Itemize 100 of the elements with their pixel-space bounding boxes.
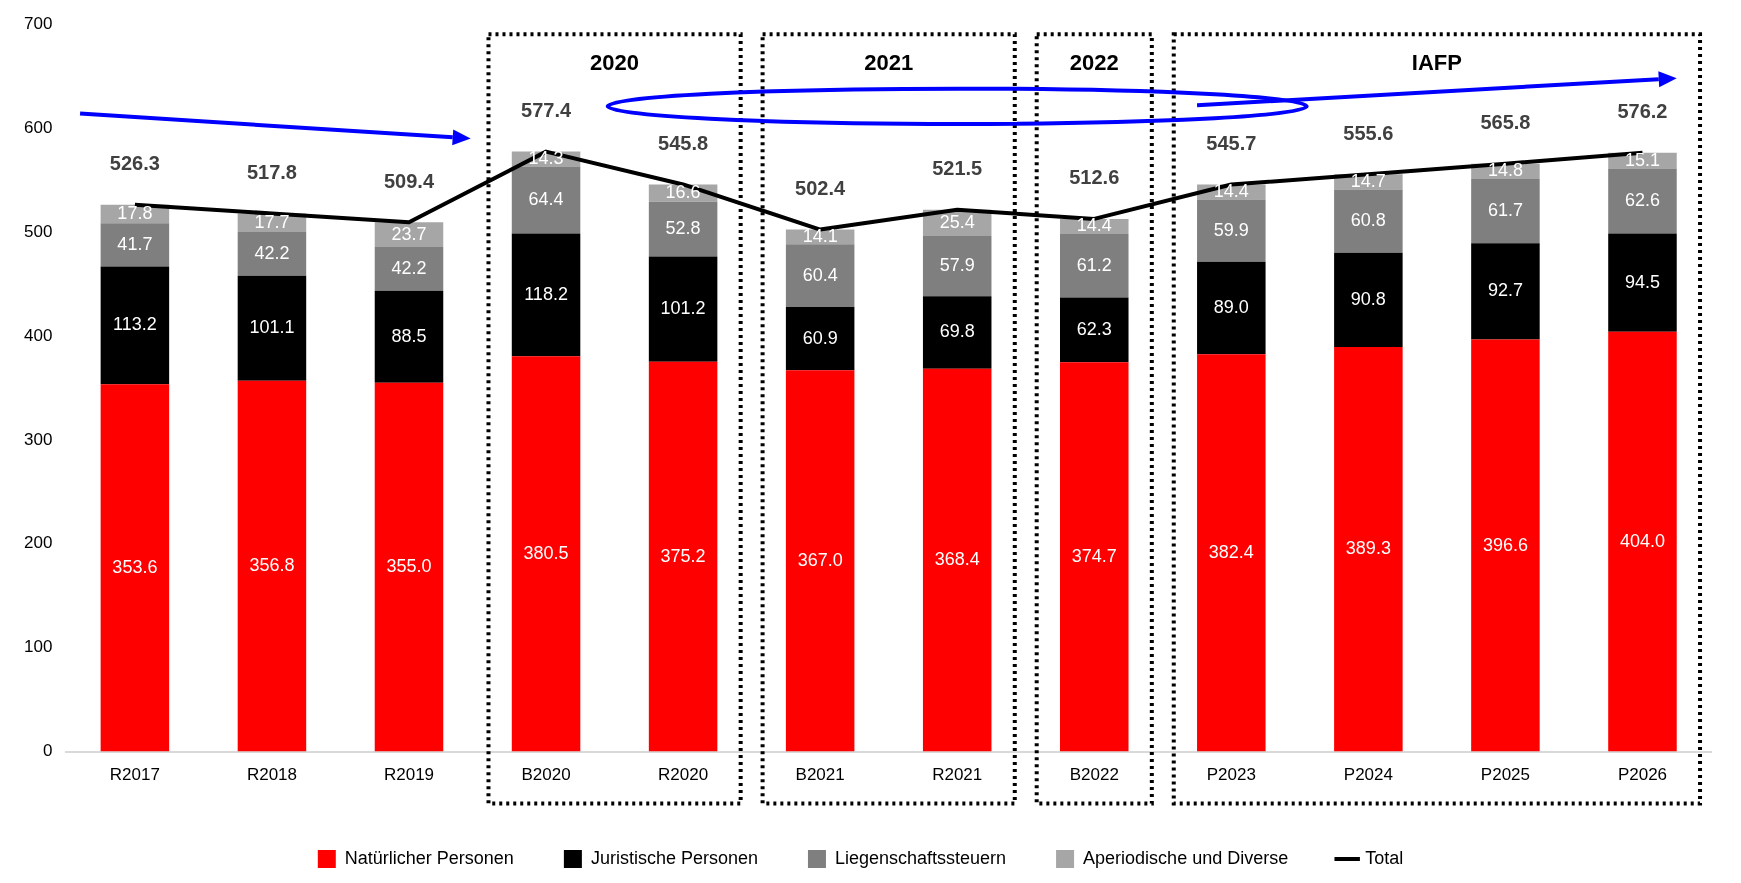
data-label: 92.7	[1487, 280, 1523, 301]
data-label: 101.2	[660, 298, 706, 319]
bar	[374, 246, 444, 291]
data-label: 57.9	[939, 255, 975, 276]
data-label: 502.4	[795, 177, 847, 200]
bar	[922, 236, 992, 297]
data-label: 382.4	[1208, 541, 1254, 562]
data-label: 62.3	[1076, 318, 1112, 339]
bar	[785, 370, 855, 752]
data-label: 64.4	[528, 188, 564, 209]
data-label: 517.8	[246, 161, 297, 184]
y-tick-label: 100	[23, 637, 53, 657]
bar	[1197, 354, 1266, 752]
annotation: 2020	[590, 50, 640, 76]
data-label: 555.6	[1343, 121, 1394, 144]
bar	[237, 231, 307, 276]
data-label: 577.4	[521, 99, 572, 122]
x-tick-label: R2020	[658, 765, 709, 785]
data-label: 367.0	[797, 549, 843, 570]
data-label: 356.8	[249, 555, 295, 576]
annotation: 2022	[1069, 50, 1119, 76]
data-label: 389.3	[1345, 538, 1391, 559]
data-label: 61.2	[1076, 254, 1112, 275]
data-label: 88.5	[391, 325, 427, 346]
y-tick-label: 700	[23, 13, 53, 33]
bar	[1334, 189, 1403, 253]
x-tick-label: R2018	[246, 765, 297, 785]
bar	[100, 384, 170, 752]
x-tick-label: R2019	[383, 765, 435, 785]
bar	[237, 380, 307, 752]
annotation: IAFP	[1411, 50, 1462, 76]
y-tick-label: 400	[23, 325, 53, 345]
bar	[511, 356, 581, 752]
x-tick-label: R2017	[109, 765, 160, 785]
legend-label: Juristische Personen	[590, 847, 758, 868]
data-label: 60.8	[1350, 210, 1386, 231]
bar	[648, 361, 718, 752]
bar	[1471, 243, 1540, 340]
data-label: 42.2	[391, 257, 427, 278]
data-label: 404.0	[1619, 530, 1665, 551]
bar	[100, 223, 170, 267]
data-label: 62.6	[1624, 190, 1660, 211]
bar	[922, 296, 992, 369]
data-label: 101.1	[249, 317, 295, 338]
bar	[1197, 261, 1266, 355]
data-label: 353.6	[112, 556, 158, 577]
annotation: 2021	[864, 50, 914, 76]
data-label: 16.6	[665, 182, 701, 203]
data-label: 380.5	[523, 542, 569, 563]
x-tick-label: B2022	[1069, 765, 1119, 785]
bar	[1471, 179, 1540, 244]
data-label: 375.2	[660, 545, 706, 566]
data-label: 59.9	[1213, 219, 1249, 240]
y-tick-label: 200	[23, 533, 53, 553]
data-label: 368.4	[934, 549, 980, 570]
bar	[511, 233, 581, 357]
data-label: 576.2	[1617, 100, 1668, 123]
bar	[1334, 347, 1403, 752]
bar	[785, 244, 855, 307]
data-label: 14.4	[1213, 180, 1249, 201]
bar	[1608, 331, 1677, 752]
data-label: 42.2	[254, 242, 290, 263]
data-label: 89.0	[1213, 296, 1249, 317]
data-label: 374.7	[1071, 545, 1117, 566]
data-label: 23.7	[391, 223, 427, 244]
data-label: 41.7	[117, 233, 153, 254]
data-label: 512.6	[1069, 166, 1120, 189]
data-label: 118.2	[524, 283, 568, 304]
y-tick-label: 0	[42, 741, 53, 761]
data-label: 61.7	[1487, 200, 1523, 221]
data-label: 60.9	[802, 327, 838, 348]
bar	[1060, 362, 1129, 752]
data-label: 52.8	[665, 218, 701, 239]
x-tick-label: B2021	[795, 765, 845, 785]
y-tick-label: 300	[23, 429, 53, 449]
bar	[1060, 297, 1129, 363]
bar	[922, 368, 992, 752]
bar	[648, 256, 718, 362]
data-label: 60.4	[802, 264, 838, 285]
x-tick-label: P2025	[1480, 765, 1531, 785]
bar	[1608, 233, 1677, 332]
bar	[237, 275, 307, 381]
bar	[1471, 339, 1540, 752]
y-tick-label: 500	[23, 221, 53, 241]
data-label: 545.8	[658, 131, 709, 154]
data-label: 526.3	[109, 152, 160, 175]
x-tick-label: P2023	[1206, 765, 1256, 785]
data-label: 17.8	[117, 202, 153, 223]
bar	[374, 382, 444, 752]
data-label: 14.4	[1076, 215, 1112, 236]
data-label: 565.8	[1480, 111, 1531, 134]
x-tick-label: R2021	[932, 765, 983, 785]
x-tick-label: B2020	[521, 765, 571, 785]
data-label: 25.4	[939, 211, 975, 232]
data-label: 17.7	[254, 211, 290, 232]
data-label: 14.1	[802, 225, 838, 246]
bar	[100, 266, 170, 385]
legend-label: Total	[1365, 847, 1404, 868]
legend-label: Aperiodische und Diverse	[1083, 847, 1289, 868]
data-label: 355.0	[386, 556, 432, 577]
